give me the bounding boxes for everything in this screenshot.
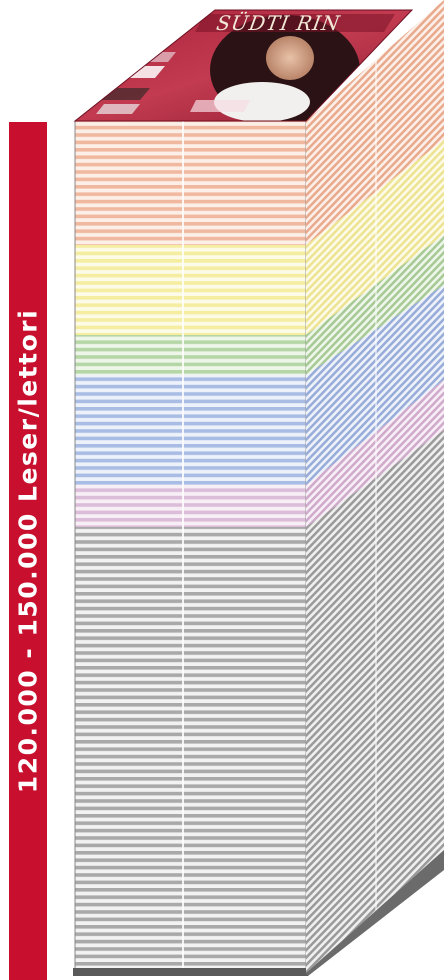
- cover-masthead: SÜDTI RIN: [212, 11, 344, 35]
- stack-front-face: [73, 121, 308, 976]
- cover-model-face: [266, 36, 314, 80]
- stack-side-face: [306, 0, 444, 976]
- readership-label-bar: 120.000 - 150.000 Leser/lettori: [9, 122, 47, 980]
